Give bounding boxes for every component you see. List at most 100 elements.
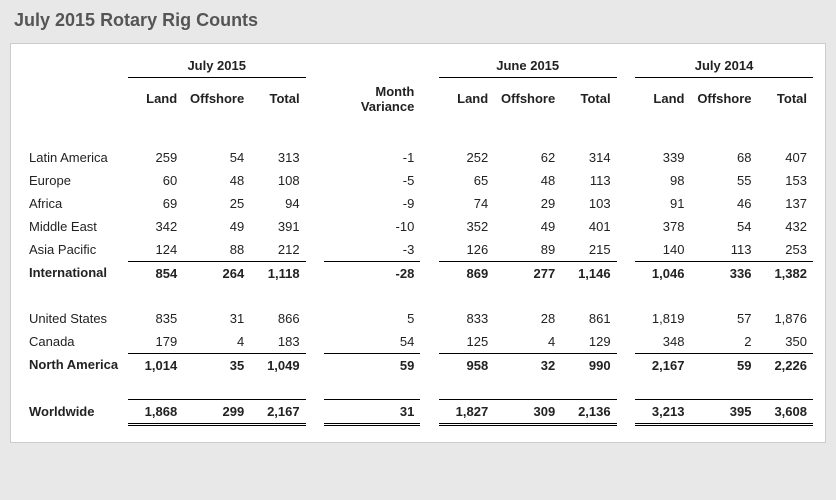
row-label: North America xyxy=(23,353,128,377)
cell-land: 1,827 xyxy=(439,399,494,424)
rig-count-table: July 2015 June 2015 July 2014 Land Offsh… xyxy=(23,54,813,426)
cell-total: 129 xyxy=(561,330,616,354)
cell-total: 1,876 xyxy=(757,307,813,330)
cell-total: 113 xyxy=(561,169,616,192)
cell-land: 140 xyxy=(635,238,690,262)
cell-land: 869 xyxy=(439,261,494,285)
cell-land: 126 xyxy=(439,238,494,262)
cell-offshore: 46 xyxy=(690,192,757,215)
cell-offshore: 264 xyxy=(183,261,250,285)
col-total: Total xyxy=(250,78,305,124)
cell-land: 348 xyxy=(635,330,690,354)
cell-offshore: 277 xyxy=(494,261,561,285)
cell-offshore: 309 xyxy=(494,399,561,424)
cell-offshore: 57 xyxy=(690,307,757,330)
cell-land: 378 xyxy=(635,215,690,238)
cell-land: 65 xyxy=(439,169,494,192)
cell-month-variance: -28 xyxy=(324,261,420,285)
cell-month-variance: 59 xyxy=(324,353,420,377)
col-offshore: Offshore xyxy=(690,78,757,124)
row-label: Europe xyxy=(23,169,128,192)
table-row: Asia Pacific 124 88 212 -3 126 89 215 14… xyxy=(23,238,813,262)
cell-land: 98 xyxy=(635,169,690,192)
cell-land: 835 xyxy=(128,307,183,330)
rig-count-table-card: July 2015 June 2015 July 2014 Land Offsh… xyxy=(10,43,826,443)
cell-land: 854 xyxy=(128,261,183,285)
cell-offshore: 2 xyxy=(690,330,757,354)
cell-month-variance: -10 xyxy=(324,215,420,238)
cell-total: 1,049 xyxy=(250,353,305,377)
table-row: Canada 179 4 183 54 125 4 129 348 2 350 xyxy=(23,330,813,354)
cell-total: 391 xyxy=(250,215,305,238)
cell-offshore: 336 xyxy=(690,261,757,285)
cell-offshore: 54 xyxy=(183,146,250,169)
cell-total: 866 xyxy=(250,307,305,330)
subtotal-row: North America 1,014 35 1,049 59 958 32 9… xyxy=(23,353,813,377)
cell-total: 183 xyxy=(250,330,305,354)
cell-total: 2,167 xyxy=(250,399,305,424)
cell-total: 153 xyxy=(757,169,813,192)
cell-offshore: 68 xyxy=(690,146,757,169)
cell-offshore: 25 xyxy=(183,192,250,215)
row-label: Latin America xyxy=(23,146,128,169)
cell-total: 253 xyxy=(757,238,813,262)
cell-offshore: 89 xyxy=(494,238,561,262)
cell-total: 1,118 xyxy=(250,261,305,285)
row-label: United States xyxy=(23,307,128,330)
cell-land: 958 xyxy=(439,353,494,377)
cell-total: 3,608 xyxy=(757,399,813,424)
table-row: Europe 60 48 108 -5 65 48 113 98 55 153 xyxy=(23,169,813,192)
cell-total: 314 xyxy=(561,146,616,169)
cell-land: 125 xyxy=(439,330,494,354)
row-label: Asia Pacific xyxy=(23,238,128,262)
cell-land: 179 xyxy=(128,330,183,354)
table-row: Africa 69 25 94 -9 74 29 103 91 46 137 xyxy=(23,192,813,215)
cell-land: 3,213 xyxy=(635,399,690,424)
cell-land: 352 xyxy=(439,215,494,238)
cell-land: 1,046 xyxy=(635,261,690,285)
col-land: Land xyxy=(128,78,183,124)
cell-offshore: 4 xyxy=(494,330,561,354)
cell-offshore: 35 xyxy=(183,353,250,377)
table-row: United States 835 31 866 5 833 28 861 1,… xyxy=(23,307,813,330)
cell-land: 252 xyxy=(439,146,494,169)
col-land: Land xyxy=(635,78,690,124)
cell-total: 350 xyxy=(757,330,813,354)
column-header-row: Land Offshore Total Month Variance Land … xyxy=(23,78,813,124)
table-row: Middle East 342 49 391 -10 352 49 401 37… xyxy=(23,215,813,238)
period-heading: July 2014 xyxy=(635,54,813,78)
period-heading: July 2015 xyxy=(128,54,306,78)
cell-month-variance: -3 xyxy=(324,238,420,262)
cell-land: 1,819 xyxy=(635,307,690,330)
row-label: Canada xyxy=(23,330,128,354)
cell-month-variance: 54 xyxy=(324,330,420,354)
cell-month-variance: -1 xyxy=(324,146,420,169)
cell-offshore: 113 xyxy=(690,238,757,262)
cell-land: 91 xyxy=(635,192,690,215)
col-land: Land xyxy=(439,78,494,124)
col-total: Total xyxy=(561,78,616,124)
subtotal-row: International 854 264 1,118 -28 869 277 … xyxy=(23,261,813,285)
cell-total: 1,146 xyxy=(561,261,616,285)
cell-total: 2,136 xyxy=(561,399,616,424)
cell-land: 1,014 xyxy=(128,353,183,377)
period-header-row: July 2015 June 2015 July 2014 xyxy=(23,54,813,78)
row-label: International xyxy=(23,261,128,285)
cell-offshore: 59 xyxy=(690,353,757,377)
col-total: Total xyxy=(757,78,813,124)
cell-total: 137 xyxy=(757,192,813,215)
col-offshore: Offshore xyxy=(494,78,561,124)
cell-offshore: 88 xyxy=(183,238,250,262)
cell-total: 212 xyxy=(250,238,305,262)
row-label: Worldwide xyxy=(23,399,128,424)
row-label: Middle East xyxy=(23,215,128,238)
cell-total: 108 xyxy=(250,169,305,192)
cell-total: 215 xyxy=(561,238,616,262)
cell-offshore: 395 xyxy=(690,399,757,424)
cell-total: 94 xyxy=(250,192,305,215)
cell-land: 60 xyxy=(128,169,183,192)
cell-land: 342 xyxy=(128,215,183,238)
cell-total: 2,226 xyxy=(757,353,813,377)
period-heading: June 2015 xyxy=(439,54,617,78)
cell-land: 259 xyxy=(128,146,183,169)
